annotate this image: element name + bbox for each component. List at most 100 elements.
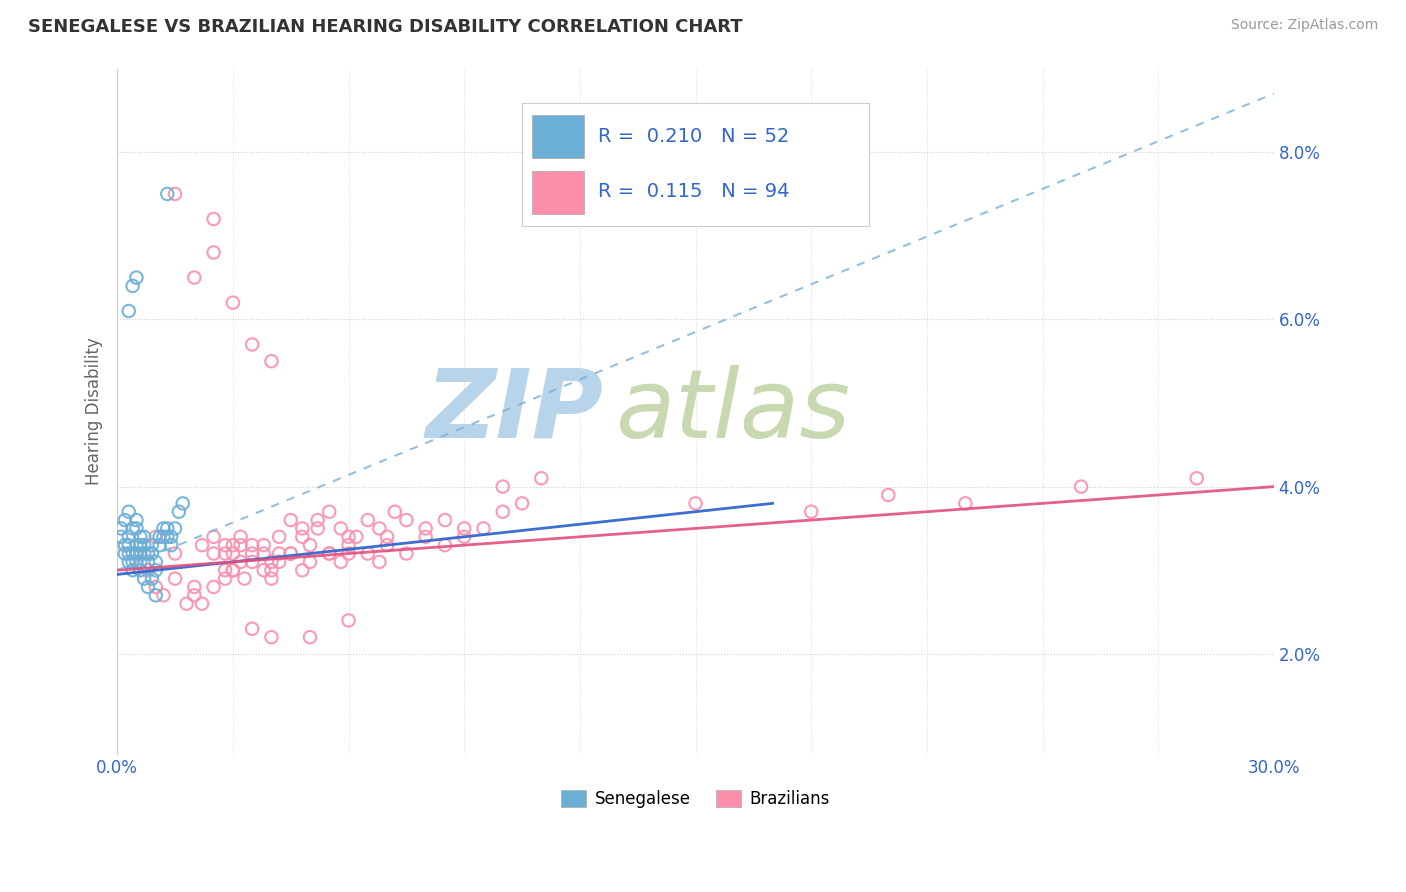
Point	[149, 530, 172, 544]
Point	[167, 505, 190, 519]
Point	[136, 580, 159, 594]
Point	[280, 513, 302, 527]
Point	[337, 547, 360, 561]
Point	[307, 521, 329, 535]
Point	[280, 547, 302, 561]
Point	[145, 580, 167, 594]
Point	[291, 530, 314, 544]
Point	[183, 588, 205, 602]
Point	[149, 538, 172, 552]
Point	[337, 614, 360, 628]
Point	[121, 555, 143, 569]
Point	[240, 622, 263, 636]
Point	[375, 538, 398, 552]
Point	[260, 630, 283, 644]
Point	[291, 521, 314, 535]
Point	[214, 572, 236, 586]
Point	[357, 513, 380, 527]
Point	[163, 186, 186, 201]
Point	[125, 270, 148, 285]
Point	[344, 530, 367, 544]
Point	[260, 555, 283, 569]
Point	[118, 538, 141, 552]
Point	[118, 304, 141, 318]
Point	[269, 555, 291, 569]
Point	[202, 580, 225, 594]
Point	[530, 471, 553, 485]
Point	[145, 530, 167, 544]
Legend: Senegalese, Brazilians: Senegalese, Brazilians	[555, 783, 837, 814]
Point	[114, 538, 136, 552]
Point	[118, 505, 141, 519]
Point	[145, 588, 167, 602]
Point	[114, 547, 136, 561]
Point	[298, 630, 321, 644]
Point	[214, 538, 236, 552]
Point	[337, 530, 360, 544]
Point	[1070, 480, 1092, 494]
Point	[433, 513, 456, 527]
Point	[125, 555, 148, 569]
Point	[222, 538, 245, 552]
Point	[183, 270, 205, 285]
Point	[492, 480, 515, 494]
Point	[357, 547, 380, 561]
Point	[156, 521, 179, 535]
Point	[877, 488, 900, 502]
Point	[337, 538, 360, 552]
Point	[118, 547, 141, 561]
Point	[260, 563, 283, 577]
Point	[125, 521, 148, 535]
Point	[134, 530, 156, 544]
Y-axis label: Hearing Disability: Hearing Disability	[86, 337, 103, 485]
Point	[163, 547, 186, 561]
Point	[253, 538, 276, 552]
Point	[141, 572, 163, 586]
Point	[134, 547, 156, 561]
Point	[141, 547, 163, 561]
Point	[222, 295, 245, 310]
Point	[318, 547, 340, 561]
Point	[453, 530, 475, 544]
Point	[152, 530, 174, 544]
Point	[307, 513, 329, 527]
Point	[191, 538, 214, 552]
Point	[240, 337, 263, 351]
Point	[298, 555, 321, 569]
Point	[114, 513, 136, 527]
Point	[160, 538, 183, 552]
Point	[183, 580, 205, 594]
Point	[145, 555, 167, 569]
Point	[240, 555, 263, 569]
Point	[453, 521, 475, 535]
Point	[134, 538, 156, 552]
Point	[125, 513, 148, 527]
Point	[125, 547, 148, 561]
Point	[110, 521, 132, 535]
Point	[110, 530, 132, 544]
Point	[229, 555, 252, 569]
Point	[260, 572, 283, 586]
Text: Source: ZipAtlas.com: Source: ZipAtlas.com	[1230, 18, 1378, 32]
Point	[136, 555, 159, 569]
Text: atlas: atlas	[614, 365, 849, 458]
Point	[318, 547, 340, 561]
Point	[240, 547, 263, 561]
Point	[121, 279, 143, 293]
Point	[395, 513, 418, 527]
Point	[191, 597, 214, 611]
Point	[145, 563, 167, 577]
Point	[384, 505, 406, 519]
Point	[260, 354, 283, 368]
Point	[156, 530, 179, 544]
Point	[253, 547, 276, 561]
Point	[172, 496, 194, 510]
Point	[129, 538, 152, 552]
Point	[129, 530, 152, 544]
Point	[222, 563, 245, 577]
Point	[121, 521, 143, 535]
Point	[298, 538, 321, 552]
Point	[280, 547, 302, 561]
Point	[129, 555, 152, 569]
Point	[118, 530, 141, 544]
